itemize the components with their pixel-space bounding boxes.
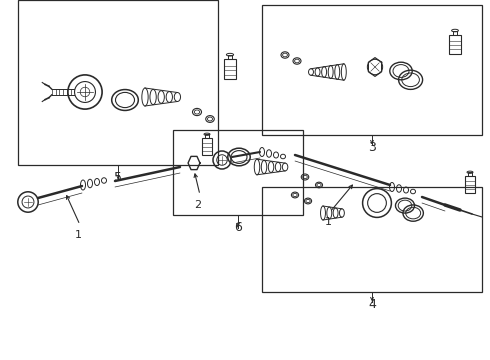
Bar [262,5,482,135]
Bar [449,35,461,54]
Bar [262,187,482,292]
Bar [468,172,472,176]
Bar [173,130,303,215]
Text: 3: 3 [368,141,376,154]
Bar [205,134,209,138]
Bar [202,138,212,154]
Bar [228,55,232,59]
Text: 5: 5 [114,171,122,184]
Text: 6: 6 [234,221,242,234]
Text: 1: 1 [74,230,81,240]
Text: 1: 1 [324,217,332,227]
Bar [18,0,218,165]
Bar [453,31,457,35]
Text: 2: 2 [195,200,201,210]
Bar [465,176,475,193]
Bar [224,59,236,79]
Text: 4: 4 [368,298,376,311]
